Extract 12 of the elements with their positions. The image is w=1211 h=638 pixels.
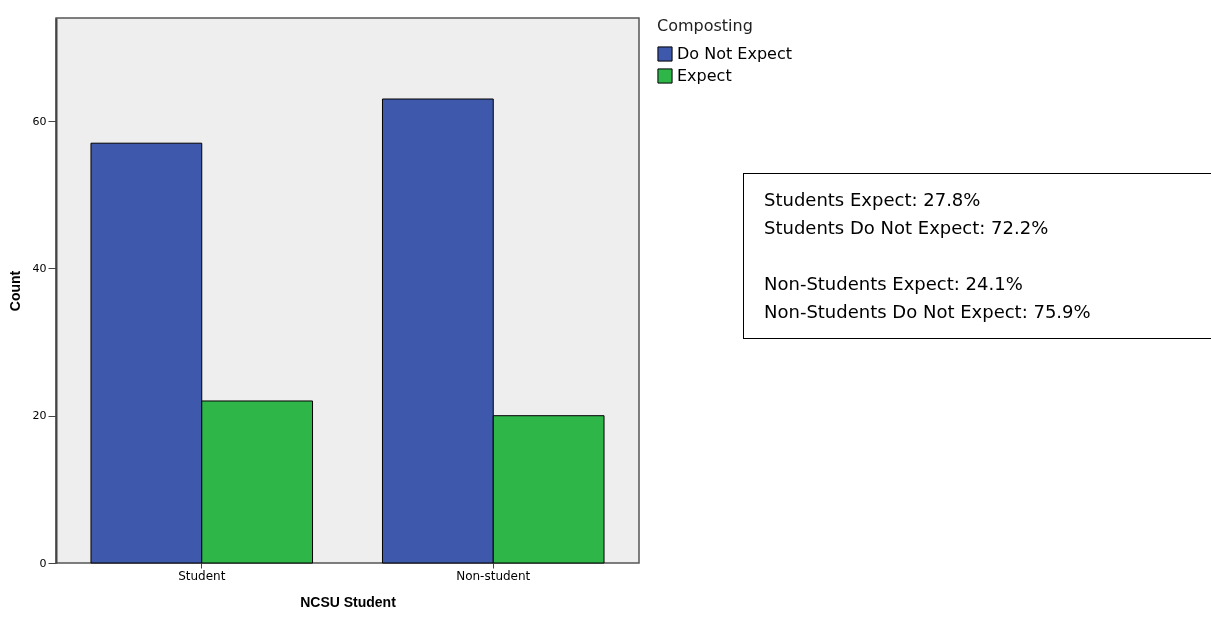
legend-title: Composting [657, 16, 753, 35]
legend-label: Do Not Expect [677, 44, 792, 63]
y-tick-label: 40 [32, 261, 47, 275]
x-tick-label: Non-student [456, 568, 531, 583]
y-axis-title: Count [6, 270, 23, 312]
legend-label: Expect [677, 66, 732, 85]
x-axis-title: NCSU Student [300, 593, 397, 610]
x-tick-label: Student [178, 568, 226, 583]
y-tick-label: 20 [32, 409, 47, 423]
text-box: Students Expect: 27.8% Students Do Not Expect: 72.2% Non-Students Expect: 24.1% Non-Students Do Not Expect: 75.9% [743, 173, 1211, 339]
y-tick-label: 60 [32, 114, 47, 128]
y-tick-label: 0 [39, 556, 47, 570]
